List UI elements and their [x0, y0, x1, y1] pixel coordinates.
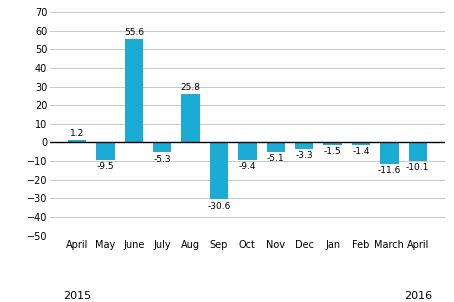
- Bar: [380, 143, 399, 164]
- Bar: [352, 143, 370, 145]
- Text: 2015: 2015: [63, 291, 91, 301]
- Bar: [238, 143, 257, 160]
- Text: -1.5: -1.5: [324, 147, 341, 156]
- Text: -5.3: -5.3: [153, 155, 171, 164]
- Text: 55.6: 55.6: [124, 28, 144, 37]
- Bar: [68, 140, 86, 143]
- Text: -9.4: -9.4: [239, 162, 256, 171]
- Bar: [125, 39, 143, 143]
- Text: -5.1: -5.1: [267, 154, 285, 163]
- Bar: [96, 143, 115, 160]
- Text: -9.5: -9.5: [97, 162, 114, 171]
- Bar: [266, 143, 285, 152]
- Text: -1.4: -1.4: [352, 147, 370, 156]
- Text: -10.1: -10.1: [406, 163, 429, 172]
- Bar: [153, 143, 172, 152]
- Bar: [409, 143, 427, 161]
- Text: -11.6: -11.6: [378, 166, 401, 175]
- Bar: [210, 143, 228, 199]
- Text: 1.2: 1.2: [70, 129, 84, 138]
- Text: -3.3: -3.3: [296, 151, 313, 160]
- Text: 2016: 2016: [404, 291, 432, 301]
- Text: 25.8: 25.8: [181, 83, 201, 92]
- Bar: [182, 95, 200, 143]
- Bar: [295, 143, 313, 149]
- Text: -30.6: -30.6: [207, 202, 231, 211]
- Bar: [323, 143, 342, 145]
